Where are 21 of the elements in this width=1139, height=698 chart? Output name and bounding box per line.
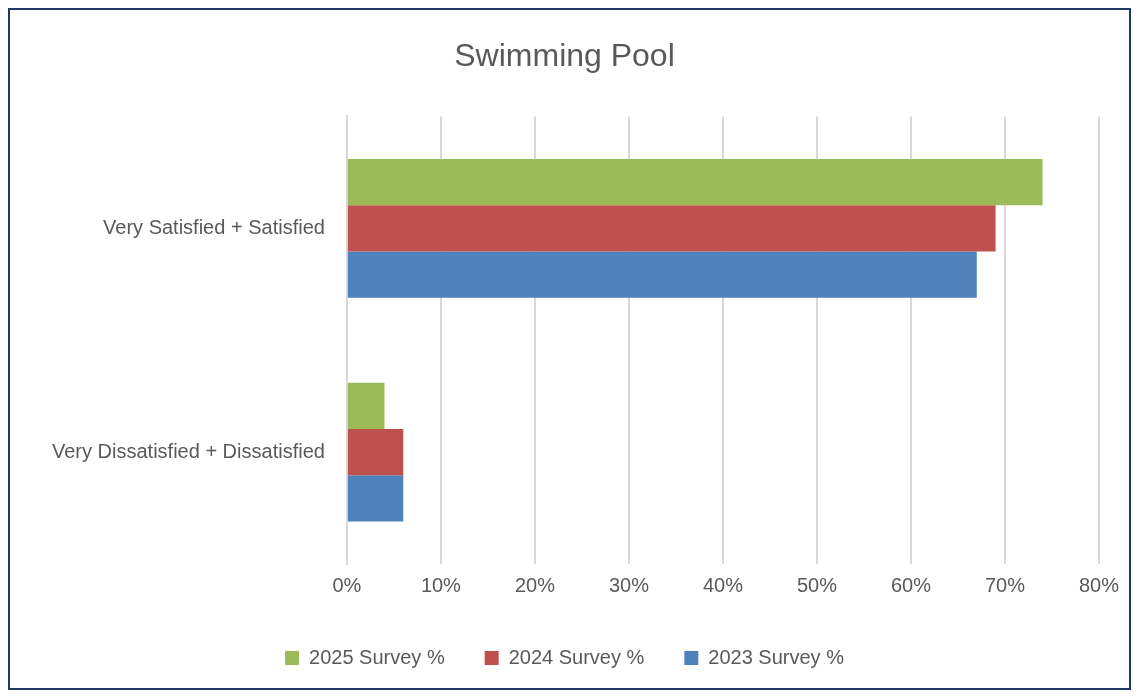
x-tick-label: 80% — [1078, 573, 1120, 596]
y-tick-label: Very Satisfied + Satisfied — [103, 215, 325, 238]
x-tick-label: 30% — [608, 573, 650, 596]
y-tick-label: Very Dissatisfied + Dissatisfied — [51, 439, 325, 462]
bar — [347, 158, 1043, 206]
x-tick-label: 40% — [702, 573, 744, 596]
legend-label: 2025 Survey % — [309, 645, 445, 668]
x-tick-label: 50% — [796, 573, 838, 596]
x-tick-label: 10% — [420, 573, 462, 596]
x-tick-label: 60% — [890, 573, 932, 596]
bar — [347, 382, 385, 429]
x-tick-label: 70% — [984, 573, 1026, 596]
bar — [347, 205, 996, 252]
legend-label: 2024 Survey % — [508, 645, 645, 668]
bar — [347, 251, 977, 298]
x-tick-label: 0% — [332, 573, 362, 596]
chart-title: Swimming Pool — [454, 37, 675, 74]
legend-label: 2023 Survey % — [708, 645, 845, 668]
x-tick-label: 20% — [514, 573, 556, 596]
bar — [347, 428, 404, 476]
bar — [347, 475, 404, 522]
